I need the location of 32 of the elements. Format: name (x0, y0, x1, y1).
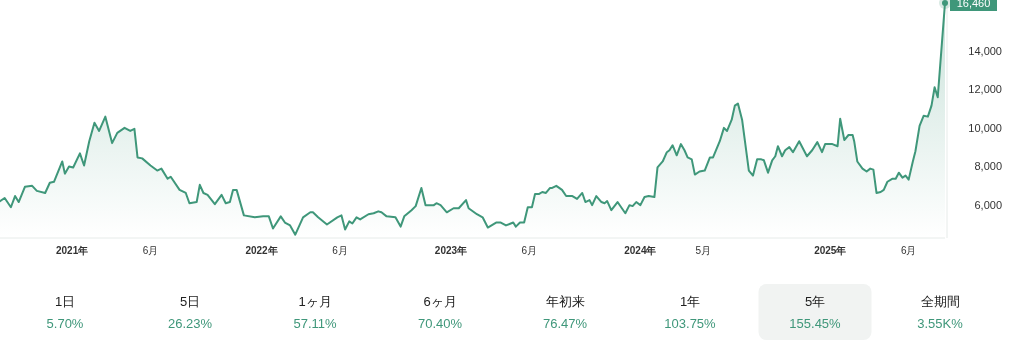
y-tick-label: 8,000 (974, 160, 1002, 173)
x-tick-label: 5月 (695, 245, 711, 256)
text: 70.40% (417, 316, 463, 331)
text: 103.75% (664, 316, 717, 331)
text: 26.23% (167, 316, 213, 331)
y-tick-label: 6,000 (974, 199, 1002, 212)
text: 年初来 (545, 294, 585, 309)
x-tick-label: 6月 (332, 245, 348, 256)
text: 1ヶ月 (298, 294, 332, 309)
x-tick-label: 6月 (521, 245, 538, 256)
text: 5年 (804, 294, 826, 309)
text: 5日 (179, 294, 201, 309)
annotation: 16,460 (956, 0, 991, 9)
x-tick-label: 6月 (142, 245, 159, 256)
text: 1日 (54, 294, 76, 309)
x-tick-label: 2022年 (245, 245, 278, 256)
text: 6ヶ月 (423, 294, 457, 309)
text: 全期間 (920, 294, 960, 309)
y-tick-label: 12,000 (968, 83, 1002, 96)
y-tick-label: 10,000 (968, 121, 1002, 134)
y-tick-label: 14,000 (968, 44, 1002, 57)
text: 1年 (679, 294, 701, 309)
text: 57.11% (293, 316, 337, 331)
x-tick-label: 2023年 (434, 245, 468, 256)
x-tick-label: 2021年 (56, 245, 89, 256)
text: 76.47% (542, 316, 588, 331)
text: 3.55K% (917, 316, 964, 331)
text: 5.70% (46, 316, 84, 331)
x-tick-label: 2024年 (624, 245, 657, 256)
x-tick-label: 2025年 (814, 245, 847, 256)
x-tick-label: 6月 (900, 245, 917, 256)
text: 155.45% (789, 316, 842, 331)
